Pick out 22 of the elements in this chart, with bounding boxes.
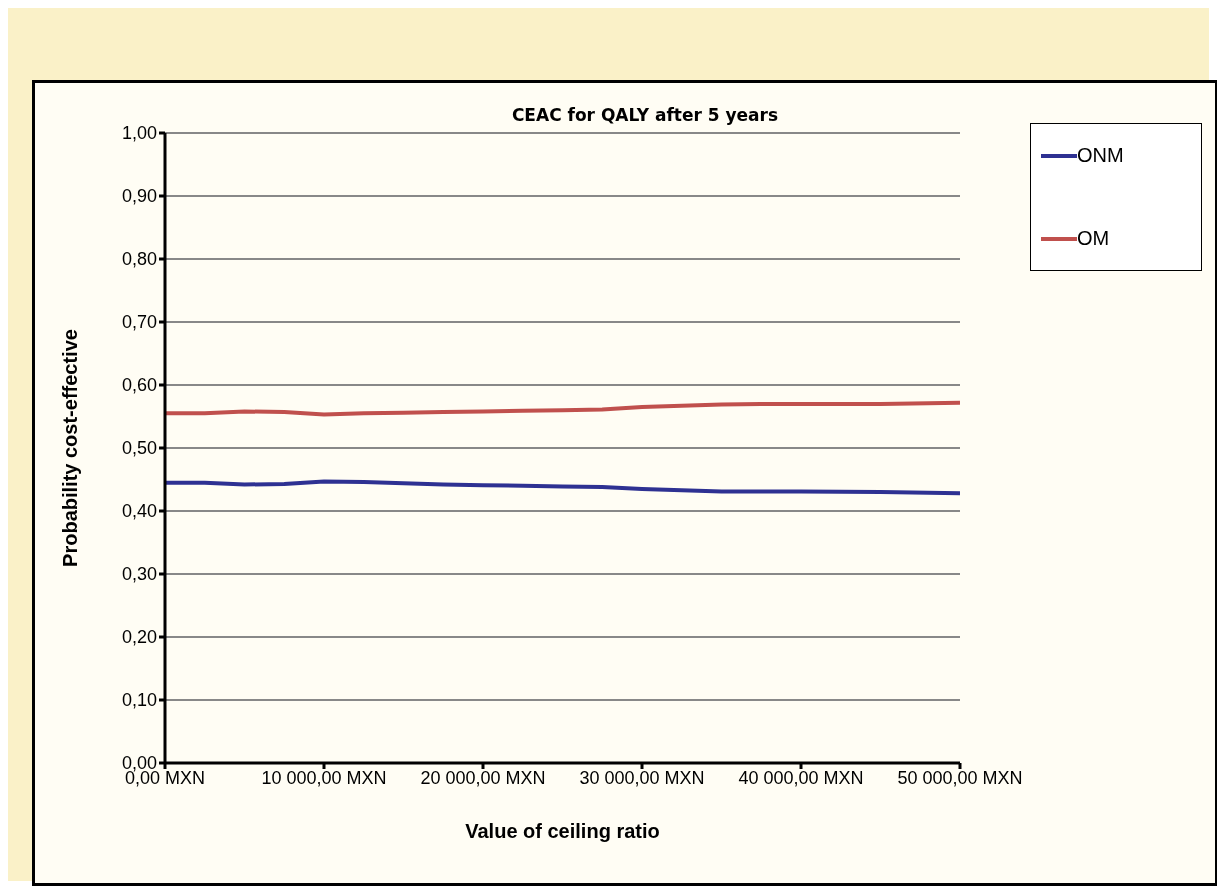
x-tick-label: 10 000,00 MXN xyxy=(261,767,387,788)
x-tick-label: 40 000,00 MXN xyxy=(738,767,864,788)
y-tick-label: 0,10 xyxy=(121,690,157,711)
y-tick-label: 0,90 xyxy=(121,186,157,207)
x-axis-title: Value of ceiling ratio xyxy=(465,820,660,842)
x-tick-label: 20 000,00 MXN xyxy=(420,767,546,788)
y-tick-label: 1,00 xyxy=(121,123,157,144)
y-tick-label: 0,80 xyxy=(121,249,157,270)
x-tick-label: 30 000,00 MXN xyxy=(579,767,705,788)
y-tick-label: 0,20 xyxy=(121,627,157,648)
y-tick-label: 0,70 xyxy=(121,312,157,333)
legend-label: OM xyxy=(1077,227,1110,250)
legend-label: ONM xyxy=(1077,144,1124,167)
x-tick-label: 50 000,00 MXN xyxy=(897,767,1023,788)
line-series xyxy=(165,479,960,496)
y-tick-label: 0,40 xyxy=(121,501,157,522)
y-axis-title: Probability cost-effective xyxy=(59,329,82,567)
y-tick-label: 0,30 xyxy=(121,564,157,585)
line-series xyxy=(165,400,960,417)
chart-title: CEAC for QALY after 5 years xyxy=(510,105,780,125)
y-tick-label: 0,60 xyxy=(121,375,157,396)
y-tick-label: 0,50 xyxy=(121,438,157,459)
